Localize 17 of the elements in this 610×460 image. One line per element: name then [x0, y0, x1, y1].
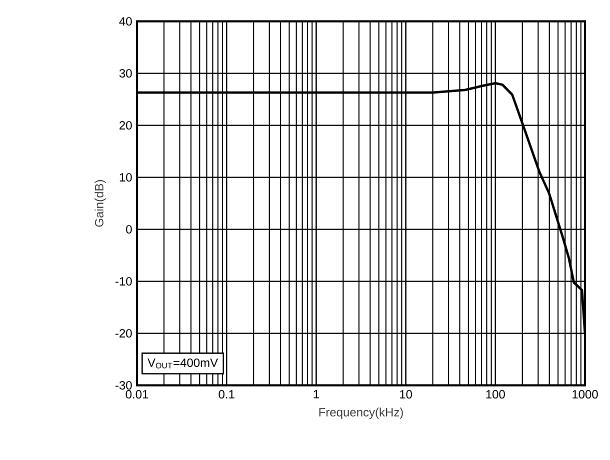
x-tick-label: 0.01	[126, 390, 148, 399]
x-tick-label: 100	[486, 390, 505, 399]
x-tick-label: 1	[314, 390, 319, 398]
y-tick-label: 20	[120, 121, 132, 130]
x-tick-label: 1000	[572, 390, 598, 399]
y-tick-label: 0	[126, 225, 132, 234]
y-tick-label: 30	[119, 69, 132, 78]
y-tick-label: -20	[115, 329, 132, 338]
y-axis-title: Gain(dB)	[94, 180, 106, 227]
y-tick-label: -30	[115, 381, 132, 390]
y-tick-label: 40	[119, 17, 132, 26]
x-axis-title: Frequency(kHz)	[319, 408, 403, 419]
y-tick-label: 10	[120, 173, 132, 182]
y-tick-label: -10	[115, 277, 132, 286]
x-tick-label: 10	[400, 390, 412, 399]
x-tick-label: 0.1	[218, 390, 234, 399]
annotation: V$_{OUT}$=400mV	[148, 358, 218, 368]
